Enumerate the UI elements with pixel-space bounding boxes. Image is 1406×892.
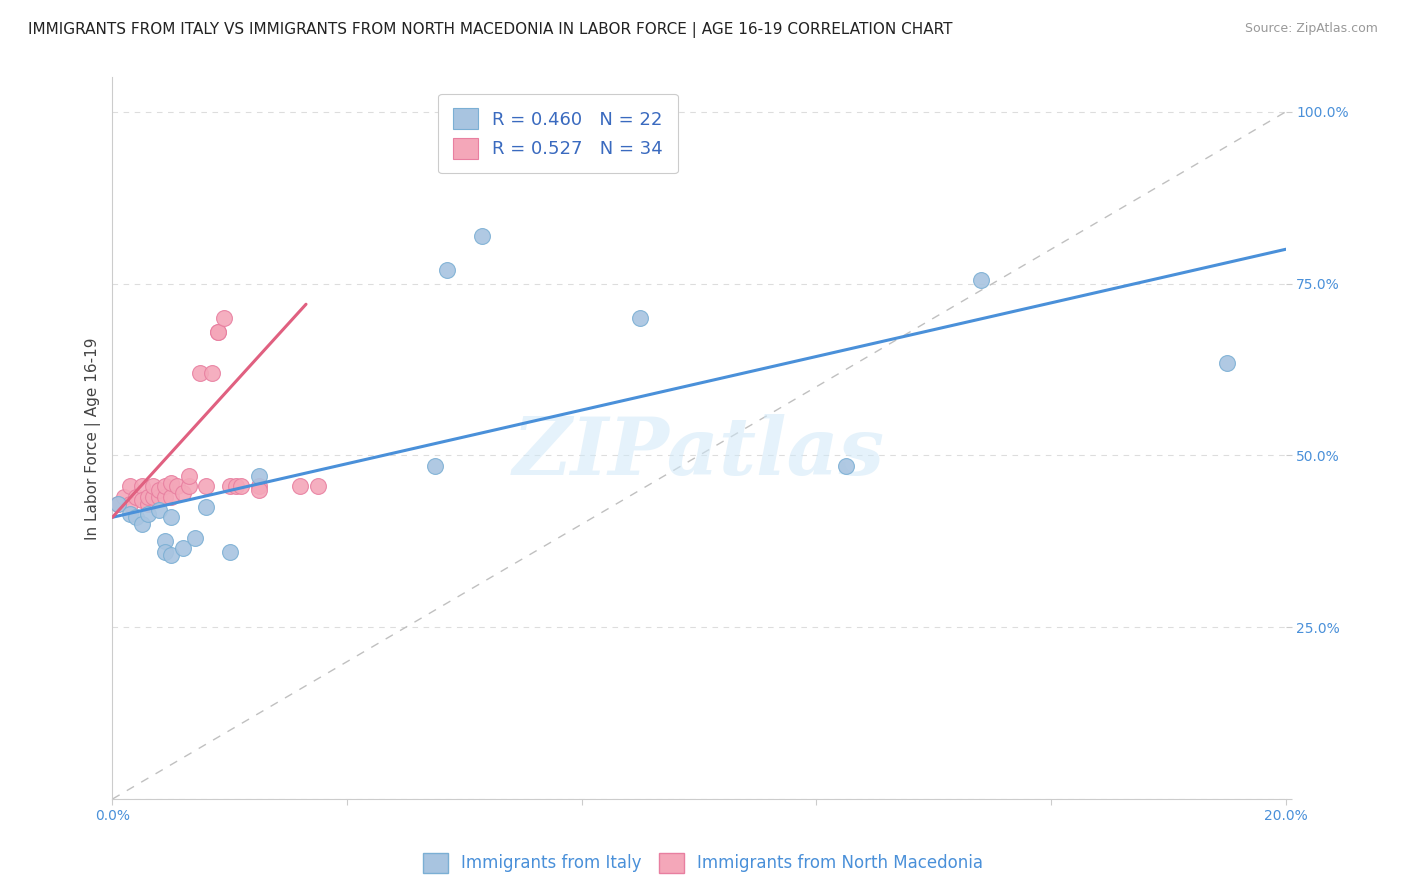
Point — [118, 479, 141, 493]
Point — [155, 534, 177, 549]
Point — [131, 517, 153, 532]
Point — [155, 490, 177, 504]
Point — [136, 490, 159, 504]
Point — [231, 479, 253, 493]
Point — [166, 479, 188, 493]
Point — [835, 458, 858, 473]
Point — [288, 479, 311, 493]
Point — [118, 507, 141, 521]
Point — [207, 325, 229, 339]
Point — [218, 544, 240, 558]
Point — [183, 531, 205, 545]
Point — [107, 497, 129, 511]
Point — [142, 490, 165, 504]
Point — [148, 483, 170, 497]
Point — [218, 479, 240, 493]
Point — [436, 263, 458, 277]
Point — [172, 486, 194, 500]
Point — [142, 479, 165, 493]
Legend: Immigrants from Italy, Immigrants from North Macedonia: Immigrants from Italy, Immigrants from N… — [416, 847, 990, 880]
Point — [970, 273, 993, 287]
Point — [118, 497, 141, 511]
Point — [177, 479, 200, 493]
Point — [131, 479, 153, 493]
Point — [247, 483, 270, 497]
Point — [160, 475, 183, 490]
Point — [225, 479, 247, 493]
Point — [172, 541, 194, 556]
Point — [148, 503, 170, 517]
Point — [207, 325, 229, 339]
Point — [160, 510, 183, 524]
Point — [190, 366, 212, 380]
Point — [148, 490, 170, 504]
Text: ZIPatlas: ZIPatlas — [513, 414, 886, 491]
Text: Source: ZipAtlas.com: Source: ZipAtlas.com — [1244, 22, 1378, 36]
Point — [307, 479, 329, 493]
Point — [112, 490, 135, 504]
Point — [125, 510, 148, 524]
Legend: R = 0.460   N = 22, R = 0.527   N = 34: R = 0.460 N = 22, R = 0.527 N = 34 — [439, 94, 678, 173]
Point — [155, 479, 177, 493]
Point — [177, 469, 200, 483]
Point — [136, 497, 159, 511]
Point — [471, 228, 494, 243]
Point — [247, 469, 270, 483]
Point — [160, 490, 183, 504]
Point — [1216, 356, 1239, 370]
Point — [136, 507, 159, 521]
Point — [125, 490, 148, 504]
Text: IMMIGRANTS FROM ITALY VS IMMIGRANTS FROM NORTH MACEDONIA IN LABOR FORCE | AGE 16: IMMIGRANTS FROM ITALY VS IMMIGRANTS FROM… — [28, 22, 953, 38]
Point — [201, 366, 224, 380]
Y-axis label: In Labor Force | Age 16-19: In Labor Force | Age 16-19 — [86, 337, 101, 540]
Point — [247, 479, 270, 493]
Point — [212, 310, 235, 325]
Point — [423, 458, 446, 473]
Point — [155, 544, 177, 558]
Point — [195, 500, 218, 514]
Point — [107, 497, 129, 511]
Point — [628, 310, 651, 325]
Point — [131, 493, 153, 508]
Point — [160, 548, 183, 562]
Point — [195, 479, 218, 493]
